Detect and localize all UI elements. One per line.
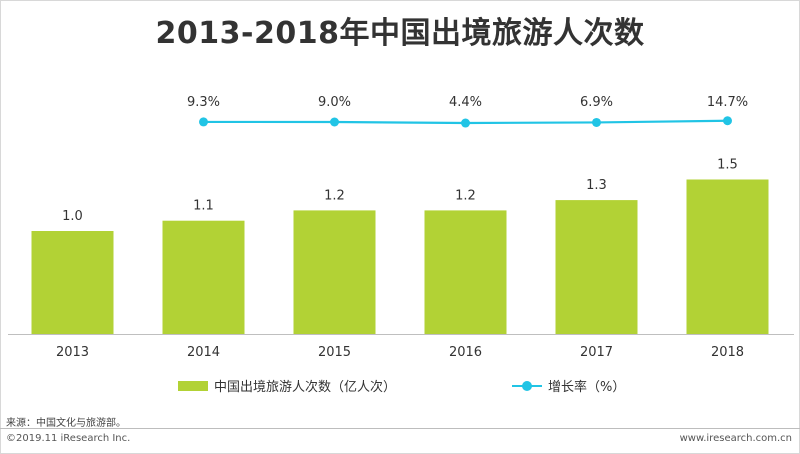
bar-2016 — [424, 210, 507, 334]
chart-title: 2013-2018年中国出境旅游人次数 — [155, 16, 645, 51]
x-tick-label-2018: 2018 — [711, 345, 744, 360]
x-tick-label-2015: 2015 — [318, 345, 351, 360]
bar-2017 — [555, 200, 638, 334]
growth-rate-label-2017: 6.9% — [580, 95, 613, 110]
x-tick-label-2013: 2013 — [56, 345, 89, 360]
footer-website[interactable]: www.iresearch.com.cn — [679, 433, 792, 444]
growth-rate-point-2017 — [592, 117, 601, 127]
growth-rate-label-2016: 4.4% — [449, 95, 482, 110]
bar-2018 — [686, 179, 769, 334]
legend-bar-swatch — [178, 380, 208, 391]
bar-value-label-2013: 1.0 — [62, 209, 83, 224]
bar-value-label-2017: 1.3 — [586, 178, 607, 193]
legend-bar-label: 中国出境旅游人次数（亿人次） — [214, 380, 397, 395]
growth-rate-point-2015 — [330, 117, 339, 127]
footer-copyright: ©2019.11 iResearch Inc. — [6, 433, 131, 444]
x-tick-label-2014: 2014 — [187, 345, 220, 360]
growth-rate-point-2016 — [461, 118, 470, 128]
growth-rate-point-2018 — [723, 116, 732, 126]
legend-item-line: 增长率（%） — [512, 376, 625, 395]
legend-line-swatch — [512, 380, 542, 392]
bar-2015 — [293, 210, 376, 334]
bar-value-label-2014: 1.1 — [193, 199, 214, 214]
legend: 中国出境旅游人次数（亿人次） 增长率（%） — [0, 376, 800, 396]
bar-value-label-2016: 1.2 — [455, 188, 476, 203]
growth-rate-label-2014: 9.3% — [187, 95, 220, 110]
growth-rate-label-2015: 9.0% — [318, 95, 351, 110]
x-tick-label-2017: 2017 — [580, 345, 613, 360]
legend-line-label: 增长率（%） — [548, 380, 626, 395]
legend-item-bar: 中国出境旅游人次数（亿人次） — [178, 376, 396, 395]
growth-rate-point-2014 — [199, 117, 208, 127]
bar-2013 — [31, 231, 114, 334]
x-tick-label-2016: 2016 — [449, 345, 482, 360]
bar-value-label-2018: 1.5 — [717, 158, 738, 173]
footer-divider — [0, 428, 800, 429]
bar-value-label-2015: 1.2 — [324, 188, 345, 203]
bar-2014 — [162, 220, 245, 334]
source-note: 来源：中国文化与旅游部。 — [6, 418, 126, 429]
growth-rate-label-2018: 14.7% — [707, 95, 748, 110]
